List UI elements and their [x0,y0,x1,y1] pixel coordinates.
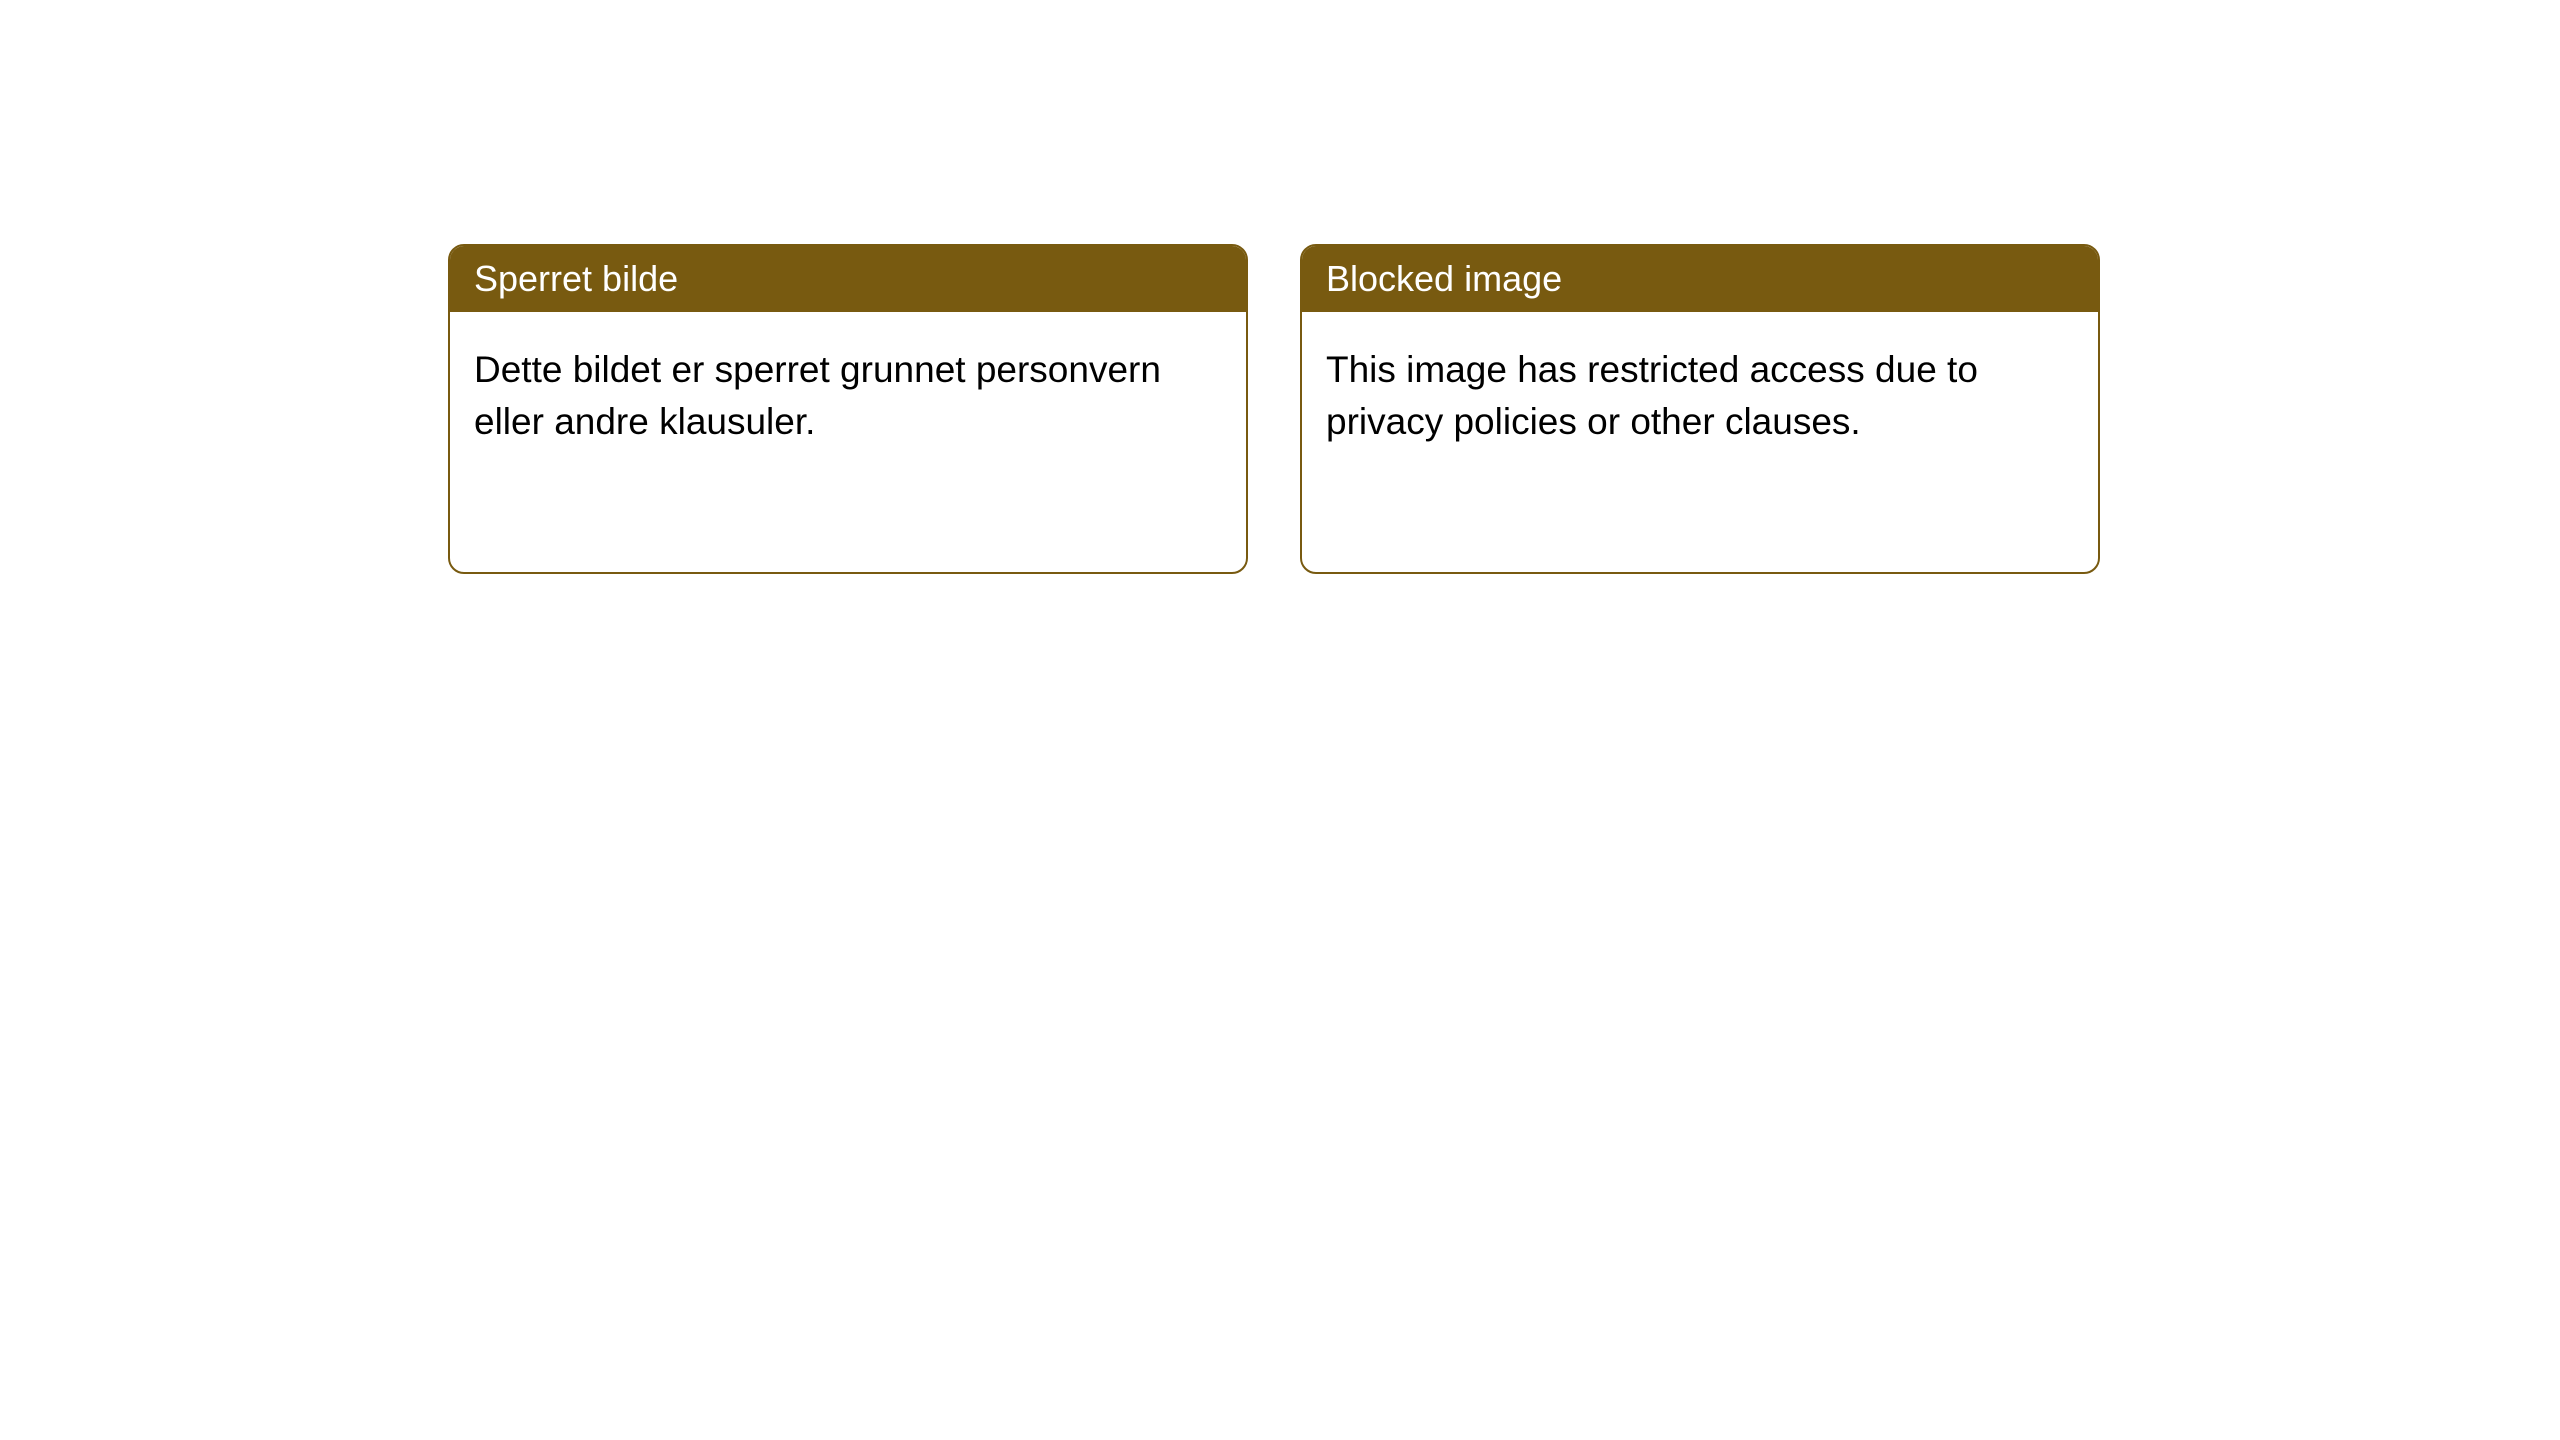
card-body-norwegian: Dette bildet er sperret grunnet personve… [450,312,1246,480]
card-message-norwegian: Dette bildet er sperret grunnet personve… [474,349,1161,442]
blocked-image-card-english: Blocked image This image has restricted … [1300,244,2100,574]
card-title-english: Blocked image [1326,258,1562,299]
card-message-english: This image has restricted access due to … [1326,349,1978,442]
card-header-norwegian: Sperret bilde [450,246,1246,312]
card-header-english: Blocked image [1302,246,2098,312]
notice-cards-container: Sperret bilde Dette bildet er sperret gr… [0,0,2560,574]
blocked-image-card-norwegian: Sperret bilde Dette bildet er sperret gr… [448,244,1248,574]
card-body-english: This image has restricted access due to … [1302,312,2098,480]
card-title-norwegian: Sperret bilde [474,258,678,299]
